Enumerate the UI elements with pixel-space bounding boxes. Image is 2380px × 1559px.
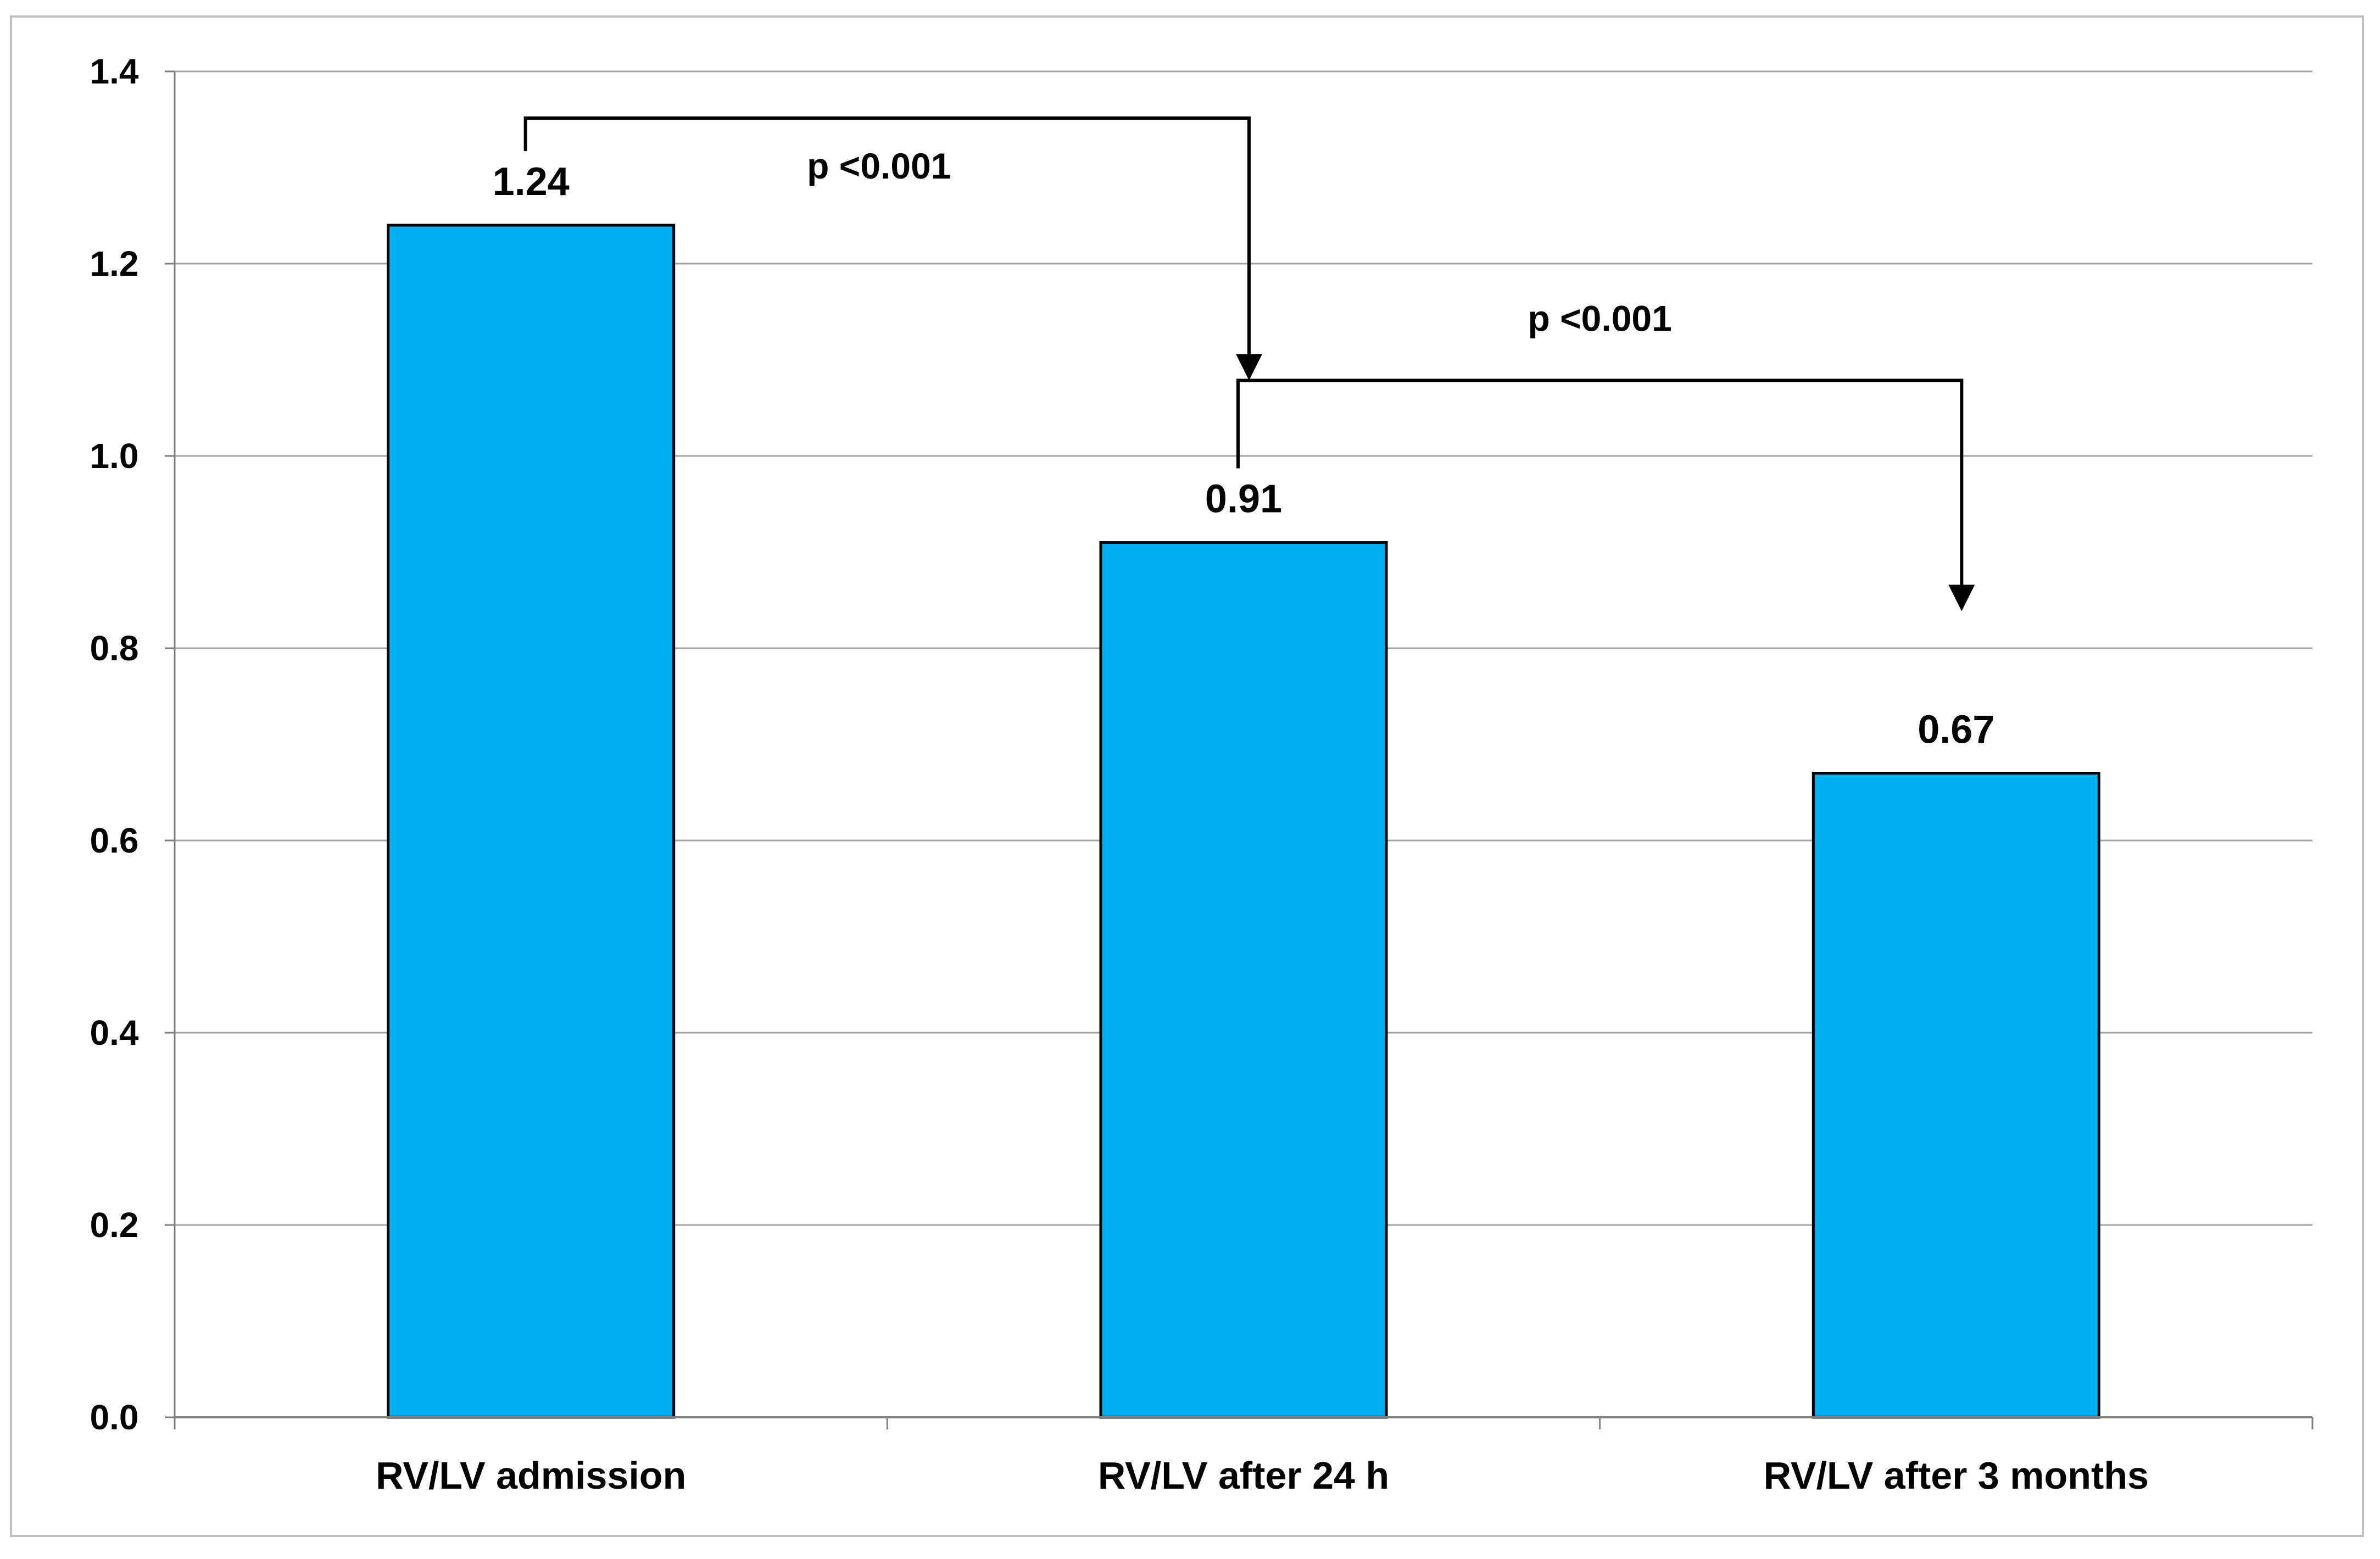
x-tick-label: RV/LV admission xyxy=(376,1454,686,1497)
arrowhead xyxy=(1948,584,1975,611)
data-label: 0.91 xyxy=(1205,477,1282,521)
y-tick-label: 1.4 xyxy=(90,52,139,91)
y-tick-label: 0.8 xyxy=(90,628,139,668)
y-tick-label: 1.2 xyxy=(90,244,139,283)
significance-bracket: p <0.001 xyxy=(1236,298,1975,611)
y-tick-label: 0.6 xyxy=(90,821,139,860)
bar xyxy=(1099,541,1388,1419)
bar xyxy=(1812,772,2100,1419)
bar xyxy=(387,224,676,1419)
p-value-label: p <0.001 xyxy=(807,146,951,186)
significance-bracket: p <0.001 xyxy=(523,116,1262,381)
bracket-line xyxy=(1236,378,1964,589)
annotations: p <0.001 p <0.001 xyxy=(523,116,1975,611)
x-tick-label: RV/LV after 3 months xyxy=(1764,1454,2149,1497)
data-label: 0.67 xyxy=(1918,708,1994,752)
x-tick-label: RV/LV after 24 h xyxy=(1098,1454,1389,1497)
y-tick-label: 0.4 xyxy=(90,1013,139,1053)
bracket-line xyxy=(523,116,1251,359)
y-tick-label: 0.0 xyxy=(90,1397,139,1437)
y-tick-label: 0.2 xyxy=(90,1205,139,1245)
y-tick-label: 1.0 xyxy=(90,436,139,476)
p-value-label: p <0.001 xyxy=(1528,298,1671,339)
bars xyxy=(387,224,2100,1419)
axes xyxy=(165,70,2314,1429)
arrowhead xyxy=(1236,354,1262,381)
data-label: 1.24 xyxy=(493,160,570,204)
labels: 0.0 0.2 0.4 0.6 0.8 1.0 1.2 1.4 1.24 RV/LV admiss… xyxy=(90,52,2149,1497)
